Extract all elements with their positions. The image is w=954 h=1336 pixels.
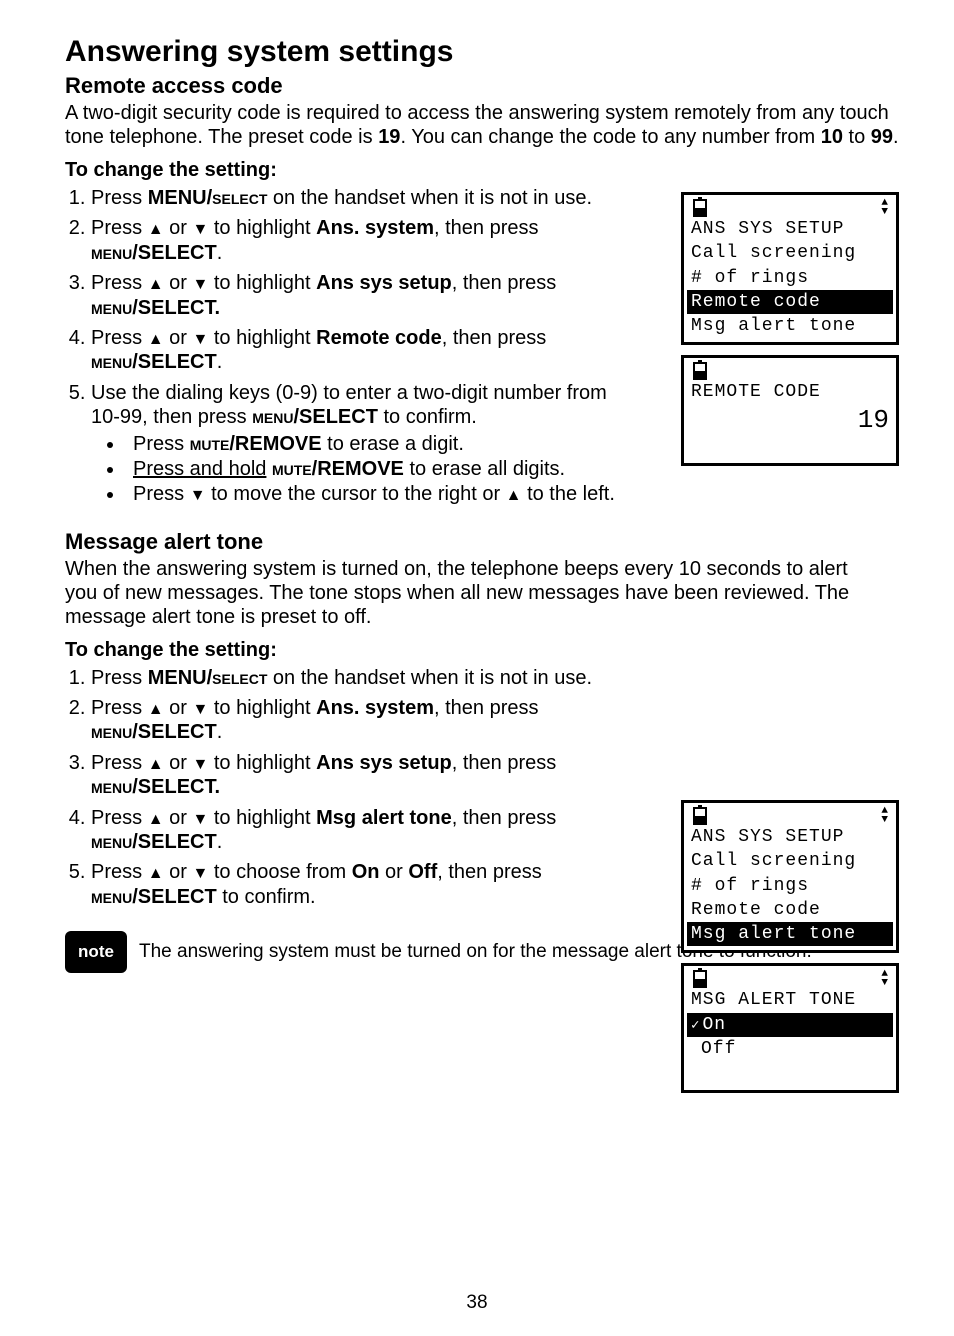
subhead: To change the setting: xyxy=(65,639,625,662)
up-arrow-icon xyxy=(148,861,164,883)
up-arrow-icon xyxy=(148,807,164,829)
substep: Press mute/REMOVE to erase a digit. xyxy=(125,432,625,456)
section-heading: Message alert tone xyxy=(65,529,899,555)
section-intro: When the answering system is turned on, … xyxy=(65,557,885,629)
lcd-screen: MSG ALERT TONE On Off xyxy=(681,963,899,1092)
up-arrow-icon xyxy=(148,217,164,239)
page-title: Answering system settings xyxy=(65,35,899,69)
step: Press MENU/select on the handset when it… xyxy=(91,186,625,210)
subhead: To change the setting: xyxy=(65,159,625,182)
page-number: 38 xyxy=(0,1292,954,1314)
step: Press or to highlight Ans. system, then … xyxy=(91,696,625,745)
up-arrow-icon xyxy=(148,697,164,719)
step: Press or to highlight Ans sys setup, the… xyxy=(91,271,625,320)
section-heading: Remote access code xyxy=(65,73,899,99)
substep: Press to move the cursor to the right or… xyxy=(125,482,625,506)
substeps: Press mute/REMOVE to erase a digit. Pres… xyxy=(91,432,625,507)
down-arrow-icon xyxy=(192,697,208,719)
step: Press MENU/select on the handset when it… xyxy=(91,666,625,690)
up-arrow-icon xyxy=(506,483,522,505)
step: Press or to highlight Ans sys setup, the… xyxy=(91,751,625,800)
down-arrow-icon xyxy=(192,861,208,883)
down-arrow-icon xyxy=(192,217,208,239)
step: Press or to highlight Remote code, then … xyxy=(91,326,625,375)
step: Press or to choose from On or Off, then … xyxy=(91,860,625,909)
up-arrow-icon xyxy=(148,327,164,349)
step: Press or to highlight Ans. system, then … xyxy=(91,216,625,265)
up-arrow-icon xyxy=(148,272,164,294)
battery-icon xyxy=(693,199,707,217)
down-arrow-icon xyxy=(192,807,208,829)
steps-list: Press MENU/select on the handset when it… xyxy=(65,666,625,910)
check-icon xyxy=(691,1015,702,1035)
step: Press or to highlight Msg alert tone, th… xyxy=(91,806,625,855)
section-intro: A two-digit security code is required to… xyxy=(65,101,899,149)
down-arrow-icon xyxy=(192,752,208,774)
battery-icon xyxy=(693,807,707,825)
updown-icon xyxy=(881,970,889,988)
substep: Press and hold mute/REMOVE to erase all … xyxy=(125,457,625,481)
down-arrow-icon xyxy=(190,483,206,505)
lcd-screen: ANS SYS SETUP Call screening # of rings … xyxy=(681,192,899,345)
note-badge: note xyxy=(65,931,127,973)
battery-icon xyxy=(693,362,707,380)
down-arrow-icon xyxy=(192,272,208,294)
down-arrow-icon xyxy=(192,327,208,349)
steps-list: Press MENU/select on the handset when it… xyxy=(65,186,625,507)
battery-icon xyxy=(693,970,707,988)
up-arrow-icon xyxy=(148,752,164,774)
step: Use the dialing keys (0-9) to enter a tw… xyxy=(91,381,625,507)
lcd-screen: ANS SYS SETUP Call screening # of rings … xyxy=(681,800,899,953)
lcd-screen: REMOTE CODE 19 xyxy=(681,355,899,466)
updown-icon xyxy=(881,199,889,217)
updown-icon xyxy=(881,807,889,825)
